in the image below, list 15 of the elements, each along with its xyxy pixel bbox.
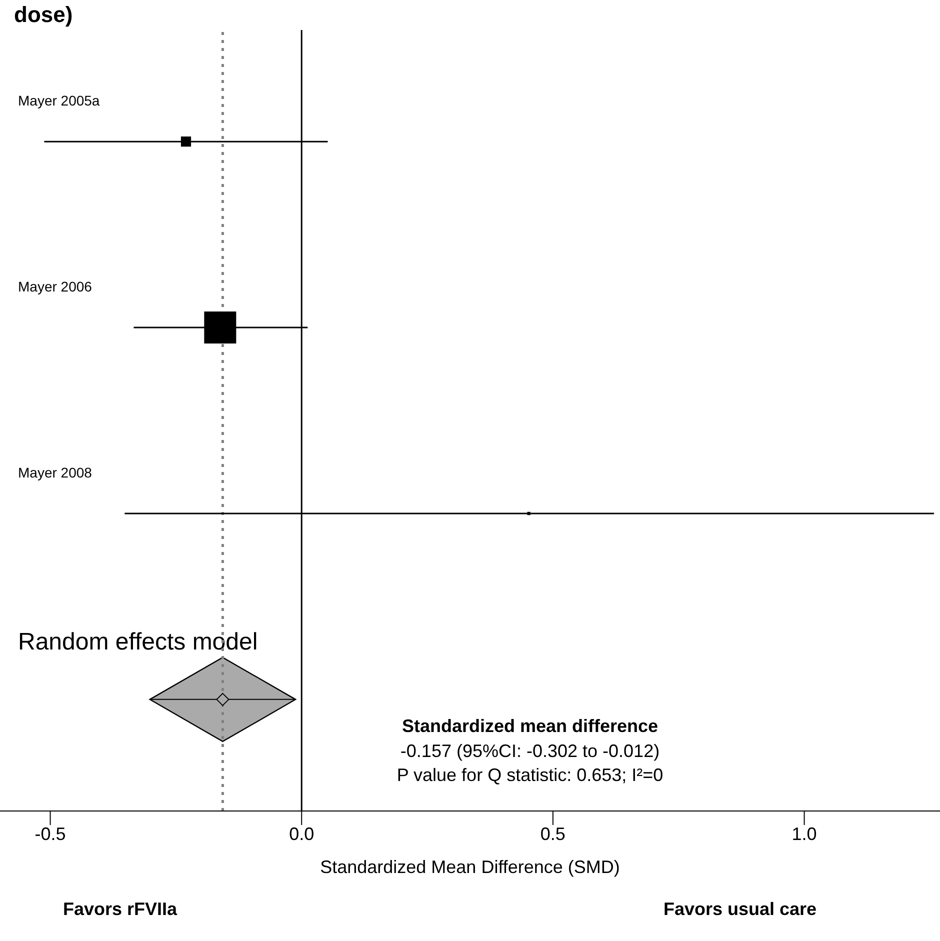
x-tick-label: 0.0 (289, 824, 314, 844)
x-axis-title: Standardized Mean Difference (SMD) (320, 857, 620, 877)
chart-title: dose) (14, 2, 73, 27)
text: Favors rFVIIa (62, 899, 178, 919)
text: Favors usual care (663, 899, 817, 919)
annotation: Standardized mean difference (402, 716, 658, 736)
x-tick-label: -0.5 (34, 824, 66, 844)
y-tick-label: Random effects model (18, 628, 258, 656)
y-tick-label: Mayer 2008 (18, 464, 92, 480)
x-tick-label: 0.5 (540, 824, 566, 844)
y-tick-label: Mayer 2006 (18, 278, 92, 295)
x-tick-label: 1.0 (792, 824, 817, 844)
annotation: P value for Q statistic: 0.653; I²=0 (396, 765, 664, 785)
annotation: -0.157 (95%CI: -0.302 to -0.012) (400, 741, 660, 761)
y-tick-label: Mayer 2005a (18, 92, 100, 109)
